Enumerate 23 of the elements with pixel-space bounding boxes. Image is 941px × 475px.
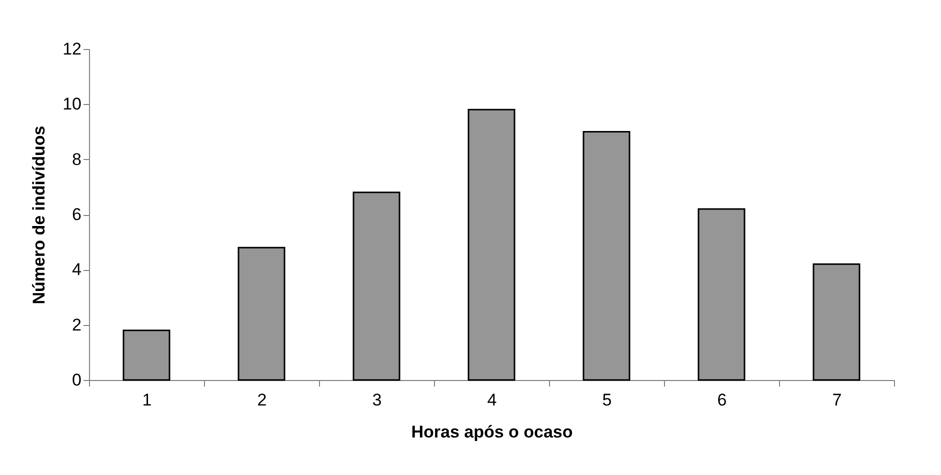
x-tick-label: 6 (717, 390, 727, 410)
x-tick-label: 7 (832, 390, 842, 410)
y-tick-label: 4 (72, 260, 82, 280)
bar (352, 192, 400, 381)
y-tick-label: 0 (72, 370, 82, 390)
bar (812, 263, 860, 381)
bar (238, 246, 286, 381)
y-tick-label: 2 (72, 315, 82, 334)
y-tick-label: 8 (72, 150, 82, 169)
x-axis-title: Horas após o ocaso (411, 422, 573, 442)
bar (698, 208, 746, 381)
bar (122, 330, 170, 381)
x-tick-label: 5 (602, 390, 612, 410)
bar (468, 108, 516, 381)
y-tick-label: 10 (62, 94, 82, 114)
y-tick-label: 12 (62, 40, 82, 58)
x-tick-label: 3 (372, 390, 382, 410)
x-tick-label: 4 (487, 390, 497, 410)
bar (582, 131, 630, 381)
x-tick-label: 2 (257, 390, 267, 410)
y-tick-label: 6 (72, 205, 82, 224)
y-axis-title: Número de indivíduos (30, 126, 49, 304)
x-tick-label: 1 (142, 390, 152, 410)
